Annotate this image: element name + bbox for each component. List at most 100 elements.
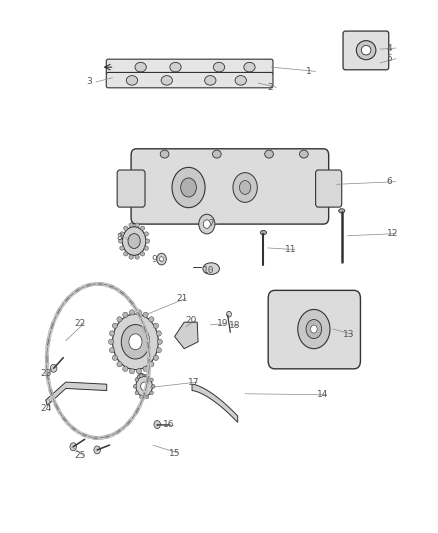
FancyBboxPatch shape — [316, 170, 342, 207]
Text: 13: 13 — [343, 330, 354, 339]
Ellipse shape — [153, 323, 159, 328]
Ellipse shape — [156, 331, 162, 336]
Ellipse shape — [118, 239, 123, 243]
Ellipse shape — [160, 150, 169, 158]
Ellipse shape — [140, 226, 145, 230]
FancyBboxPatch shape — [268, 290, 360, 369]
Ellipse shape — [110, 331, 115, 336]
Ellipse shape — [205, 76, 216, 85]
Ellipse shape — [135, 223, 139, 227]
Polygon shape — [192, 384, 238, 422]
Ellipse shape — [129, 223, 133, 227]
Ellipse shape — [356, 41, 376, 60]
Ellipse shape — [124, 252, 128, 256]
Ellipse shape — [298, 310, 330, 349]
Ellipse shape — [149, 317, 154, 322]
FancyBboxPatch shape — [106, 59, 273, 75]
Ellipse shape — [123, 366, 128, 372]
Text: 20: 20 — [185, 316, 196, 325]
Ellipse shape — [153, 355, 159, 360]
Ellipse shape — [172, 167, 205, 208]
Ellipse shape — [70, 443, 77, 451]
Text: 4: 4 — [387, 44, 392, 53]
Text: 5: 5 — [387, 54, 392, 63]
Text: 9: 9 — [152, 255, 157, 264]
Ellipse shape — [94, 446, 100, 454]
Text: 19: 19 — [217, 319, 228, 328]
FancyBboxPatch shape — [117, 170, 145, 207]
Ellipse shape — [157, 253, 166, 265]
Text: 18: 18 — [229, 321, 240, 330]
Ellipse shape — [120, 232, 124, 236]
FancyBboxPatch shape — [343, 31, 389, 70]
Ellipse shape — [135, 378, 138, 382]
Ellipse shape — [150, 378, 153, 382]
Text: 25: 25 — [74, 451, 86, 461]
Ellipse shape — [124, 226, 128, 230]
Ellipse shape — [112, 355, 117, 360]
Ellipse shape — [136, 376, 152, 397]
Ellipse shape — [128, 233, 140, 248]
Ellipse shape — [300, 150, 308, 158]
Polygon shape — [175, 322, 198, 349]
Ellipse shape — [140, 374, 143, 377]
Ellipse shape — [143, 312, 148, 318]
Ellipse shape — [141, 382, 148, 391]
Ellipse shape — [361, 45, 371, 55]
Ellipse shape — [140, 395, 143, 399]
Ellipse shape — [260, 230, 266, 235]
Text: 24: 24 — [41, 404, 52, 413]
Ellipse shape — [213, 62, 225, 72]
Ellipse shape — [159, 257, 163, 262]
Ellipse shape — [123, 312, 128, 318]
Ellipse shape — [156, 348, 162, 353]
Ellipse shape — [121, 325, 150, 359]
Ellipse shape — [135, 62, 146, 72]
Text: 15: 15 — [169, 449, 180, 458]
Text: 16: 16 — [163, 420, 175, 429]
Text: 12: 12 — [387, 229, 398, 238]
Ellipse shape — [112, 323, 117, 328]
Ellipse shape — [244, 62, 255, 72]
Text: 6: 6 — [387, 177, 392, 186]
Ellipse shape — [157, 339, 162, 344]
Ellipse shape — [129, 310, 134, 315]
Ellipse shape — [135, 391, 138, 395]
Ellipse shape — [135, 255, 139, 259]
Text: 21: 21 — [177, 294, 188, 303]
Text: 8: 8 — [117, 233, 123, 242]
Ellipse shape — [161, 76, 173, 85]
Ellipse shape — [50, 365, 57, 372]
Text: 11: 11 — [285, 245, 297, 254]
Ellipse shape — [122, 227, 146, 255]
Ellipse shape — [265, 150, 273, 158]
Ellipse shape — [145, 239, 150, 243]
Ellipse shape — [233, 173, 257, 203]
Ellipse shape — [140, 252, 145, 256]
Ellipse shape — [203, 263, 219, 274]
Ellipse shape — [339, 209, 345, 213]
Text: 3: 3 — [86, 77, 92, 86]
Ellipse shape — [133, 384, 137, 388]
Text: 7: 7 — [208, 219, 214, 228]
Ellipse shape — [117, 361, 122, 367]
Ellipse shape — [199, 214, 215, 234]
Ellipse shape — [140, 377, 144, 382]
Ellipse shape — [143, 366, 148, 372]
Text: 1: 1 — [306, 67, 312, 76]
Ellipse shape — [170, 62, 181, 72]
Ellipse shape — [181, 178, 196, 197]
Ellipse shape — [144, 246, 148, 251]
Text: 14: 14 — [317, 390, 328, 399]
Ellipse shape — [129, 334, 142, 350]
Ellipse shape — [154, 421, 160, 429]
Ellipse shape — [136, 368, 141, 374]
Ellipse shape — [129, 368, 134, 374]
Ellipse shape — [226, 311, 231, 317]
Ellipse shape — [144, 232, 148, 236]
Ellipse shape — [145, 374, 149, 377]
FancyBboxPatch shape — [131, 149, 328, 224]
Polygon shape — [46, 382, 107, 406]
Ellipse shape — [120, 246, 124, 251]
Ellipse shape — [235, 76, 247, 85]
